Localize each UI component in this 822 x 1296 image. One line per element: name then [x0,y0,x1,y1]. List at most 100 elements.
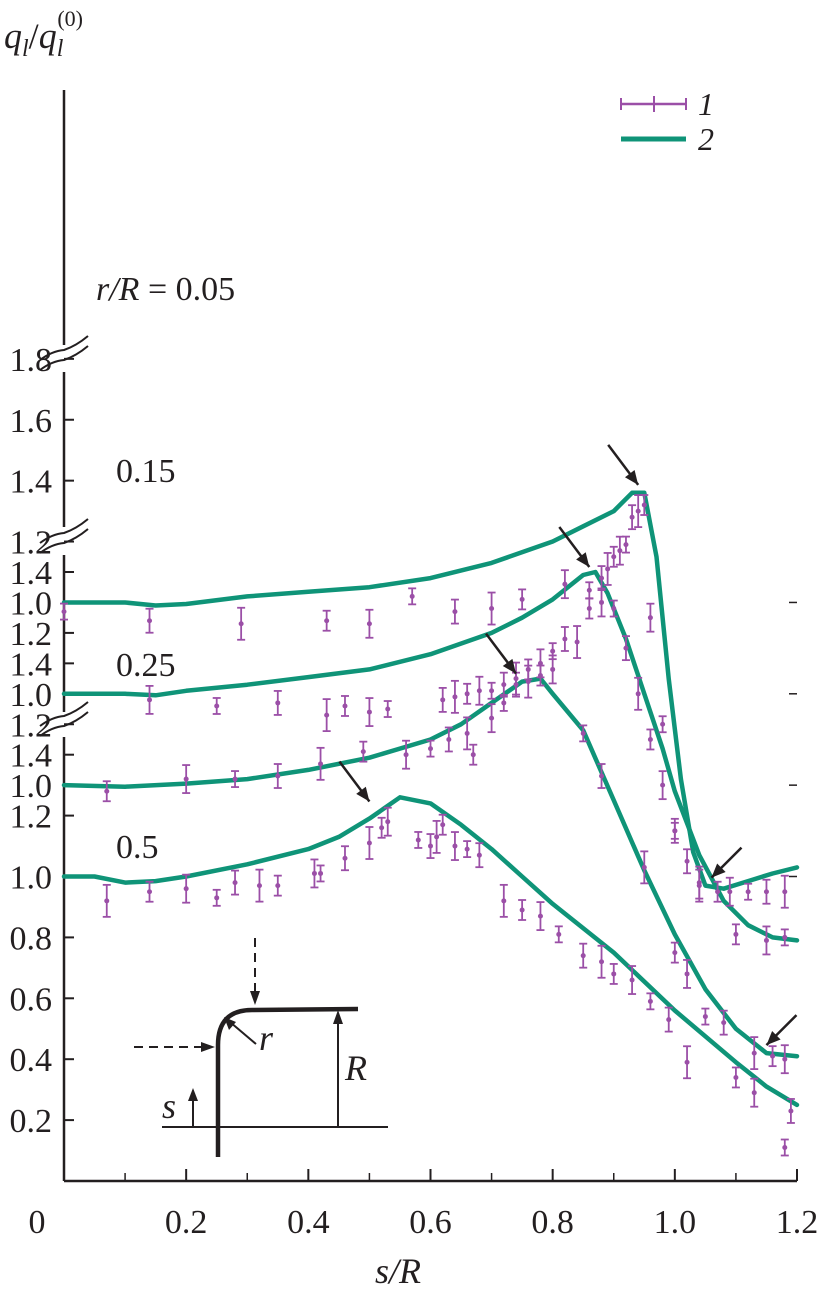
data-point [725,876,734,907]
tick-labels: 0 0.2 0.4 0.6 0.8 1.0 1.20.20.40.60.81.01.21.4… [10,342,819,1241]
y-tick-label: 0.2 [10,1103,53,1140]
point-marker [782,1056,788,1062]
data-point [646,602,655,633]
data-point [615,535,624,566]
data-point [426,739,435,758]
point-marker [440,822,446,828]
legend: 1 2 [620,86,714,157]
y-tick-label: 1.4 [10,738,53,775]
data-point [383,806,392,837]
point-marker [501,682,507,688]
series-line-0 [61,490,800,891]
data-point [780,1044,789,1075]
point-marker [147,889,153,895]
point-marker [428,746,433,752]
curve-label-value: = 0.05 [139,271,235,308]
point-marker [464,730,470,736]
data-point [463,716,472,751]
x-tick-label: 0.6 [409,1204,452,1241]
point-marker [214,703,220,709]
point-marker [611,554,617,560]
point-marker [324,618,330,624]
point-marker [580,730,586,736]
series-points [60,494,795,1157]
point-marker [385,819,391,825]
point-marker [556,931,562,937]
x-tick-label: 0 [29,1204,46,1241]
data-point [237,606,246,641]
data-point [450,598,459,625]
y-tick-label: 0.6 [10,981,53,1018]
data-point [450,679,459,714]
point-marker [452,843,458,849]
point-marker [232,880,238,886]
x-tick-label: 0.4 [287,1204,330,1241]
curve-label-0: r/R = 0.05 [96,271,235,308]
inset-R-label: R [344,1048,367,1088]
data-point [426,833,435,859]
point-marker [501,700,507,706]
data-point [640,494,649,516]
curve-label-var: r/R [96,271,140,308]
data-point [438,813,447,836]
axis-break [39,335,89,361]
legend-item-line: 2 [621,121,714,157]
data-point [780,928,789,947]
data-point [487,591,496,626]
data-point [628,504,637,531]
point-marker [452,609,458,615]
data-point [579,724,588,743]
series-line-1 [61,569,800,943]
point-marker [214,895,220,901]
data-point [273,874,282,897]
peak-arrowhead [766,1030,781,1046]
point-marker [635,508,641,514]
data-point [670,821,679,840]
data-point [102,883,111,918]
point-marker [745,889,751,895]
point-marker [409,593,415,599]
point-marker [788,1108,794,1114]
point-marker [715,889,721,895]
point-marker [770,1053,776,1059]
series-line-3 [61,795,800,1108]
axis-break [39,701,89,727]
point-marker [574,639,580,645]
point-marker [446,736,452,742]
y-tick-label: 1.0 [10,585,53,622]
data-point [786,1098,795,1124]
point-marker [684,858,690,864]
point-marker [647,615,653,621]
y-tick-label: 1.4 [10,464,53,501]
point-marker [385,706,391,712]
data-point [640,850,649,885]
point-marker [672,950,678,956]
data-point [762,878,771,905]
peak-arrowhead [711,863,726,878]
data-point [365,697,374,727]
point-marker [684,1059,690,1065]
point-marker [360,749,366,755]
data-point [450,831,459,861]
data-point [573,625,582,659]
peak-arrowhead [624,470,639,485]
y-tick-label: 1.2 [10,707,53,744]
data-point [780,1138,789,1157]
data-point [536,664,545,687]
point-marker [61,609,67,615]
data-point [487,703,496,734]
data-point [499,694,508,712]
data-point [585,581,594,600]
point-marker [763,889,769,895]
data-point [554,925,563,944]
data-point [102,780,111,803]
x-tick-label: 1.0 [654,1204,697,1241]
point-marker [562,581,568,587]
point-marker [147,618,153,624]
point-marker [183,776,189,782]
data-point [518,588,527,611]
point-marker [617,548,623,554]
series-lines [61,490,800,1108]
y-tick-label: 0.8 [10,920,53,957]
inset-r-label: r [259,1018,274,1058]
